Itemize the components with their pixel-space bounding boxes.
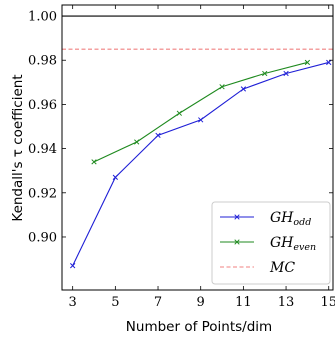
legend-marker: [234, 214, 240, 220]
y-tick-label: 0.98: [28, 54, 57, 69]
y-tick-label: 0.92: [28, 186, 57, 201]
y-axis-ticks: 0.90 0.92 0.94 0.96 0.98 1.00: [28, 10, 333, 245]
plot-frame: [61, 4, 334, 291]
x-tick-label: 5: [111, 295, 119, 310]
data-point-odd-3: [70, 263, 76, 269]
x-axis-ticks: 3 5 7 9 11 13 15: [69, 5, 335, 310]
x-tick-label: 11: [235, 295, 252, 310]
y-tick-label: 0.94: [28, 142, 57, 157]
series-line-even: [93, 61, 308, 163]
plot-area: [61, 4, 334, 291]
x-tick-label: 3: [69, 295, 77, 310]
data-point-odd-11: [240, 86, 247, 92]
data-point-odd-5: [112, 174, 118, 180]
data-point-even-10: [219, 84, 225, 90]
x-tick-label: 7: [154, 295, 162, 310]
legend-label-even: GHeven: [270, 235, 316, 253]
legend-box: [211, 201, 331, 285]
legend: GHodd GHeven MC: [211, 201, 331, 285]
data-point-even-6: [134, 139, 140, 145]
legend-marker: [234, 239, 240, 245]
data-point-even-4: [91, 159, 97, 165]
x-tick-label: 15: [320, 295, 335, 310]
data-point-even-12: [262, 70, 268, 77]
data-point-odd-13: [283, 70, 289, 77]
y-tick-label: 1.00: [28, 10, 57, 25]
legend-label-mc: MC: [269, 260, 295, 276]
y-axis-label: Kendall's τ coefficient: [10, 74, 26, 221]
y-tick-label: 0.90: [28, 230, 57, 245]
data-point-even-14: [304, 59, 311, 66]
x-tick-label: 9: [197, 295, 205, 310]
y-tick-label: 0.96: [28, 98, 57, 113]
data-point-odd-7: [155, 132, 161, 139]
data-point-even-8: [176, 110, 183, 116]
legend-label-odd: GHodd: [270, 210, 311, 228]
data-point-odd-9: [198, 117, 204, 123]
x-tick-label: 13: [278, 295, 295, 310]
data-point-odd-15: [326, 59, 332, 66]
x-axis-label: Number of Points/dim: [126, 319, 272, 335]
